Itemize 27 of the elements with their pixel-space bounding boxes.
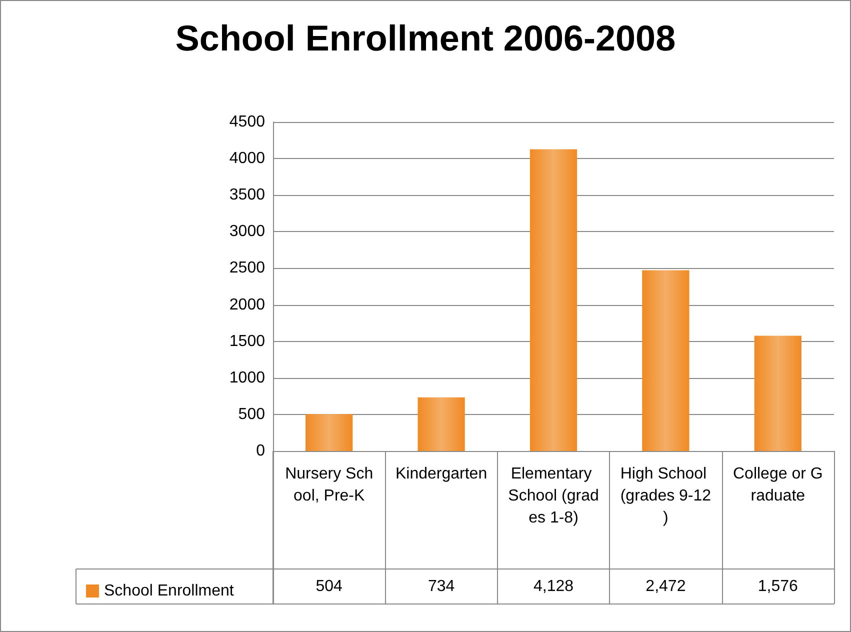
x-tick-label: College or Graduate bbox=[732, 466, 823, 504]
y-tick-label: 4000 bbox=[229, 150, 266, 168]
bar bbox=[306, 414, 353, 451]
bar bbox=[754, 336, 802, 451]
y-tick-label: 2000 bbox=[229, 296, 266, 314]
chart-title: School Enrollment 2006-2008 bbox=[175, 18, 676, 58]
data-label: 734 bbox=[428, 578, 455, 595]
y-tick-label: 3000 bbox=[229, 223, 266, 240]
y-tick-label: 500 bbox=[238, 406, 266, 423]
y-tick-label: 1500 bbox=[229, 332, 266, 350]
data-label: 4,128 bbox=[533, 578, 574, 595]
legend-label: School Enrollment bbox=[104, 582, 234, 600]
x-tick-label: Kindergarten bbox=[395, 466, 488, 482]
y-tick-label: 0 bbox=[256, 442, 266, 460]
data-label: 504 bbox=[316, 578, 343, 595]
x-tick-label: Nursery School, Pre-K bbox=[285, 466, 374, 504]
bar bbox=[530, 149, 578, 451]
bar bbox=[418, 397, 465, 451]
y-tick-label: 4500 bbox=[229, 114, 266, 130]
data-label: 1,576 bbox=[758, 578, 798, 595]
x-tick-label: High School (grades 9-12) bbox=[620, 466, 712, 526]
y-tick-label: 2500 bbox=[229, 260, 266, 277]
bar bbox=[642, 270, 690, 451]
y-tick-label: 3500 bbox=[229, 186, 266, 204]
y-tick-label: 1000 bbox=[229, 369, 266, 386]
data-label: 2,472 bbox=[646, 578, 686, 595]
x-tick-label: Elementary School (grades 1-8) bbox=[508, 466, 599, 526]
